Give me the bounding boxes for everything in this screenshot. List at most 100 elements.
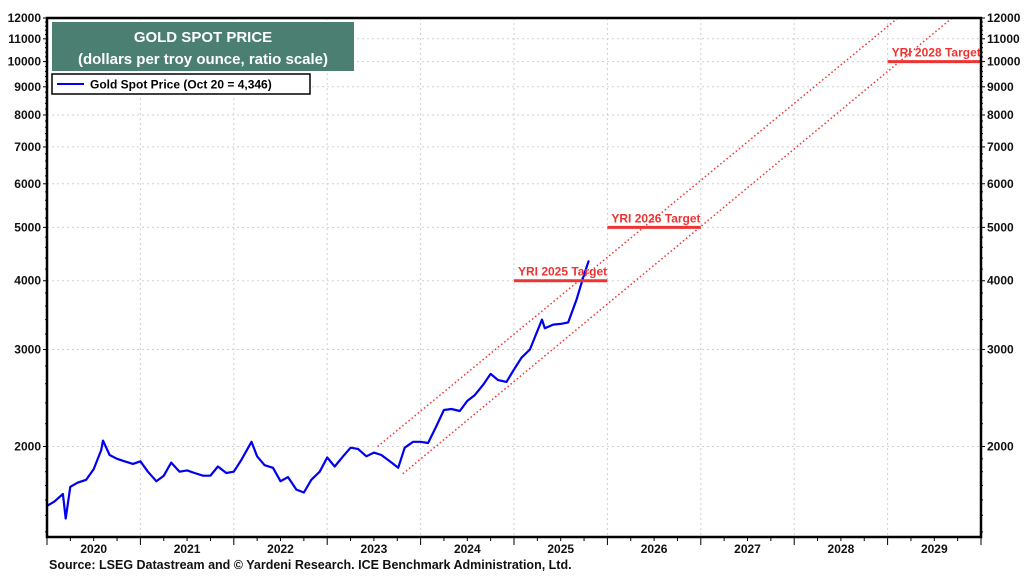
data-point bbox=[552, 323, 555, 326]
data-point bbox=[272, 466, 274, 469]
data-point bbox=[435, 425, 438, 427]
data-point bbox=[575, 298, 578, 301]
target-label: YRI 2028 Target bbox=[892, 46, 981, 60]
data-point bbox=[178, 470, 181, 473]
data-point bbox=[520, 356, 523, 359]
y-tick-label-left: 3000 bbox=[14, 343, 41, 357]
data-point bbox=[403, 446, 406, 449]
data-point bbox=[459, 410, 461, 412]
data-point bbox=[263, 464, 266, 466]
y-tick-label-right: 9000 bbox=[987, 80, 1014, 94]
x-tick-label: 2025 bbox=[547, 542, 574, 556]
y-tick-label-right: 7000 bbox=[987, 140, 1014, 154]
data-point bbox=[155, 480, 158, 483]
data-point bbox=[513, 368, 515, 371]
y-tick-label-left: 11000 bbox=[8, 32, 41, 46]
data-point bbox=[186, 469, 188, 472]
y-tick-label-left: 9000 bbox=[14, 80, 41, 94]
upper-channel-line bbox=[377, 17, 899, 448]
data-point bbox=[380, 454, 383, 456]
data-point bbox=[349, 446, 352, 449]
data-point bbox=[419, 440, 422, 443]
data-point bbox=[100, 449, 102, 451]
data-point bbox=[342, 455, 344, 458]
chart-title: GOLD SPOT PRICE bbox=[134, 29, 272, 46]
targets-layer: YRI 2025 Target YRI 2026 Target YRI 2028 T… bbox=[514, 46, 981, 283]
grid bbox=[47, 17, 981, 537]
data-point bbox=[233, 470, 235, 473]
x-tick-label: 2023 bbox=[361, 542, 388, 556]
data-point bbox=[412, 440, 414, 443]
data-point bbox=[397, 466, 399, 469]
data-point bbox=[108, 454, 111, 456]
target-label: YRI 2025 Target bbox=[518, 265, 607, 279]
data-point bbox=[529, 348, 531, 351]
data-point bbox=[250, 440, 253, 443]
data-point bbox=[53, 500, 56, 503]
data-point bbox=[69, 485, 72, 488]
gold-price-line bbox=[46, 260, 590, 520]
data-point bbox=[505, 381, 508, 383]
x-tick-label: 2022 bbox=[267, 542, 294, 556]
legend-label: Gold Spot Price (Oct 20 = 4,346) bbox=[90, 78, 272, 92]
data-point bbox=[541, 318, 543, 321]
y-tick-label-right: 11000 bbox=[987, 32, 1020, 46]
data-point bbox=[544, 327, 546, 330]
data-point bbox=[443, 409, 445, 411]
data-point bbox=[583, 274, 585, 276]
series-layer bbox=[46, 260, 590, 520]
x-tick-label: 2021 bbox=[174, 542, 201, 556]
data-point bbox=[318, 470, 321, 473]
data-point bbox=[209, 474, 212, 477]
chart-subtitle: (dollars per troy ounce, ratio scale) bbox=[78, 51, 328, 68]
lower-channel-line bbox=[402, 17, 953, 475]
x-tick-label: 2027 bbox=[734, 542, 761, 556]
data-point bbox=[217, 465, 219, 468]
x-tick-label: 2020 bbox=[80, 542, 107, 556]
data-point bbox=[287, 476, 289, 478]
data-point bbox=[116, 457, 118, 460]
y-tick-label-right: 3000 bbox=[987, 343, 1014, 357]
y-tick-label-left: 6000 bbox=[14, 177, 41, 191]
data-point bbox=[427, 442, 429, 444]
y-tick-label-left: 7000 bbox=[14, 140, 41, 154]
y-tick-label-left: 10000 bbox=[8, 55, 42, 69]
data-point bbox=[102, 439, 104, 442]
legend: Gold Spot Price (Oct 20 = 4,346) bbox=[51, 73, 311, 95]
x-tick-label: 2024 bbox=[454, 542, 481, 556]
data-point bbox=[489, 373, 492, 375]
data-point bbox=[77, 481, 79, 484]
axes: 2000 2000 3000 3000 4000 4000 5000 5000 6000 6000… bbox=[8, 11, 1021, 556]
data-point bbox=[497, 379, 499, 381]
target-label: YRI 2026 Target bbox=[611, 211, 700, 225]
y-tick-label-right: 10000 bbox=[987, 55, 1021, 69]
data-point bbox=[92, 468, 95, 470]
data-point bbox=[303, 491, 305, 494]
data-point bbox=[225, 472, 228, 474]
data-point bbox=[450, 408, 453, 410]
data-point bbox=[466, 400, 469, 402]
y-tick-label-left: 12000 bbox=[8, 11, 42, 25]
data-point bbox=[310, 479, 313, 481]
data-point bbox=[256, 455, 258, 458]
data-point bbox=[587, 260, 590, 262]
data-point bbox=[62, 493, 64, 495]
y-tick-label-left: 4000 bbox=[14, 274, 41, 288]
data-point bbox=[170, 461, 173, 464]
data-point bbox=[202, 474, 204, 477]
data-point bbox=[240, 459, 243, 461]
y-tick-label-right: 5000 bbox=[987, 220, 1014, 234]
data-point bbox=[85, 479, 88, 481]
data-point bbox=[326, 456, 329, 459]
data-point bbox=[357, 448, 359, 450]
data-point bbox=[139, 460, 142, 463]
data-point bbox=[279, 480, 282, 483]
data-point bbox=[333, 465, 336, 468]
data-point bbox=[162, 474, 165, 477]
y-tick-label-left: 2000 bbox=[14, 440, 41, 454]
data-point bbox=[567, 321, 569, 324]
y-tick-label-left: 8000 bbox=[14, 108, 41, 122]
data-point bbox=[365, 455, 368, 458]
source-note: Source: LSEG Datastream and © Yardeni Re… bbox=[49, 558, 572, 572]
